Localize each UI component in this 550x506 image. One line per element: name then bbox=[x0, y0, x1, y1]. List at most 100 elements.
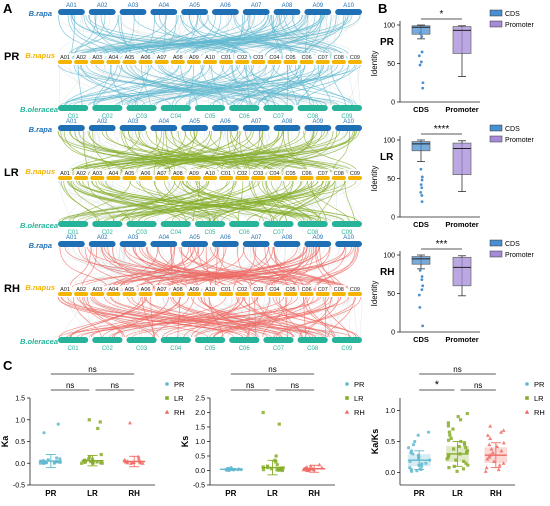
comparison-label: ns bbox=[246, 381, 254, 390]
data-point bbox=[497, 463, 502, 467]
chromosome-label: C02 bbox=[102, 230, 114, 236]
box-promoter bbox=[452, 256, 472, 287]
synteny-link bbox=[79, 64, 171, 106]
background-link bbox=[63, 296, 122, 338]
chromosome-label: A09 bbox=[312, 235, 323, 241]
data-point bbox=[42, 431, 46, 435]
chromosome-label: A08 bbox=[282, 3, 293, 9]
background-link bbox=[59, 64, 61, 106]
data-point bbox=[279, 467, 283, 471]
synteny-link bbox=[141, 296, 155, 338]
chromosome-label: A07 bbox=[251, 119, 262, 125]
background-link bbox=[322, 296, 340, 338]
synteny-link bbox=[228, 64, 324, 106]
chromosome-napus-a10 bbox=[202, 176, 218, 180]
chromosome-napus-a09 bbox=[186, 60, 201, 64]
x-tick-label: CDS bbox=[413, 335, 429, 344]
synteny-link bbox=[131, 296, 288, 338]
chromosome-oleracea-c06 bbox=[229, 221, 260, 227]
row-label: PR bbox=[4, 51, 19, 63]
scatter-ks: Ks -0.5 0.0 0.5 1.0 1.5 2.0 2.5 PR LR RH ns ns ns PR LR… bbox=[180, 365, 365, 498]
outlier-point bbox=[420, 278, 424, 282]
legend-marker bbox=[345, 382, 349, 386]
chromosome-oleracea-c01 bbox=[58, 105, 89, 111]
row-label: RH bbox=[4, 283, 20, 295]
synteny-link bbox=[246, 296, 271, 338]
legend-label: RH bbox=[174, 408, 185, 417]
chromosome-napus-c04 bbox=[267, 176, 282, 180]
data-point bbox=[466, 463, 470, 467]
data-point bbox=[55, 456, 59, 460]
chromosome-napus-c01 bbox=[219, 292, 234, 296]
synteny-link bbox=[233, 64, 330, 106]
chromosome-label: A03 bbox=[92, 287, 102, 293]
background-link bbox=[108, 64, 215, 106]
chromosome-napus-c08 bbox=[331, 292, 346, 296]
data-point bbox=[487, 455, 492, 459]
synteny-link bbox=[88, 296, 226, 338]
data-point bbox=[420, 464, 424, 468]
chromosome-label: C03 bbox=[136, 114, 148, 120]
synteny-link bbox=[327, 296, 355, 338]
chromosome-label: C02 bbox=[237, 287, 247, 293]
legend-swatch bbox=[489, 124, 503, 132]
x-tick-label: LR bbox=[452, 489, 463, 498]
evolution-rate-panel: Ka -0.5 0.0 0.5 1.0 1.5 PR LR RH ns ns ns PR LR RH Ks -0… bbox=[0, 365, 545, 498]
data-point bbox=[501, 440, 506, 445]
outlier-point bbox=[419, 60, 423, 64]
data-point bbox=[127, 420, 132, 425]
y-tick-label: 1.5 bbox=[195, 425, 205, 432]
chromosome-napus-c01 bbox=[219, 60, 234, 64]
background-link bbox=[80, 246, 244, 292]
synteny-link bbox=[122, 180, 210, 222]
chromosome-label-bg bbox=[347, 285, 362, 292]
data-point bbox=[275, 463, 279, 467]
synteny-link bbox=[94, 296, 281, 338]
synteny-link bbox=[230, 64, 344, 106]
chromosome-label: C09 bbox=[341, 230, 353, 236]
data-point bbox=[87, 455, 92, 459]
synteny-links bbox=[57, 14, 362, 106]
synteny-link bbox=[237, 180, 244, 222]
chromosome-label: C08 bbox=[334, 287, 344, 293]
synteny-link bbox=[194, 296, 293, 338]
data-point bbox=[100, 461, 104, 465]
chromosome-label: C04 bbox=[170, 114, 182, 120]
background-link bbox=[252, 296, 265, 338]
synteny-link bbox=[217, 246, 252, 292]
chromosome-label: A10 bbox=[205, 287, 215, 293]
x-tick-label: LR bbox=[87, 489, 98, 498]
synteny-link bbox=[323, 296, 350, 338]
synteny-link bbox=[124, 246, 351, 292]
chromosome-napus-a08 bbox=[170, 60, 185, 64]
chromosome-label-bg bbox=[267, 53, 282, 60]
chromosome-rapa-a02 bbox=[88, 125, 116, 131]
data-point bbox=[426, 430, 431, 434]
y-tick-label: -0.5 bbox=[193, 483, 205, 490]
legend-swatch bbox=[489, 250, 503, 258]
outlier-point bbox=[420, 35, 424, 38]
synteny-link bbox=[265, 64, 306, 106]
synteny-link bbox=[272, 14, 283, 60]
synteny-link bbox=[95, 64, 180, 106]
legend-marker bbox=[165, 382, 169, 386]
data-point bbox=[140, 461, 145, 465]
chromosome-napus-c05 bbox=[283, 176, 298, 180]
chromosome-label: C06 bbox=[302, 55, 312, 61]
synteny-link bbox=[175, 64, 224, 106]
synteny-link bbox=[307, 180, 350, 222]
chromosome-napus-a03 bbox=[90, 176, 105, 180]
synteny-link bbox=[77, 180, 261, 222]
background-link bbox=[69, 296, 190, 338]
legend-label: CDS bbox=[505, 11, 520, 18]
synteny-link bbox=[78, 180, 271, 222]
synteny-link bbox=[132, 64, 211, 106]
data-point bbox=[89, 459, 93, 464]
synteny-link bbox=[213, 180, 282, 222]
outlier-point bbox=[418, 269, 422, 272]
synteny-link bbox=[310, 180, 327, 222]
background-link bbox=[66, 180, 172, 222]
chromosome-label: C05 bbox=[204, 114, 216, 120]
chromosome-label-bg bbox=[154, 53, 169, 60]
chromosome-rapa-a02 bbox=[88, 241, 116, 247]
